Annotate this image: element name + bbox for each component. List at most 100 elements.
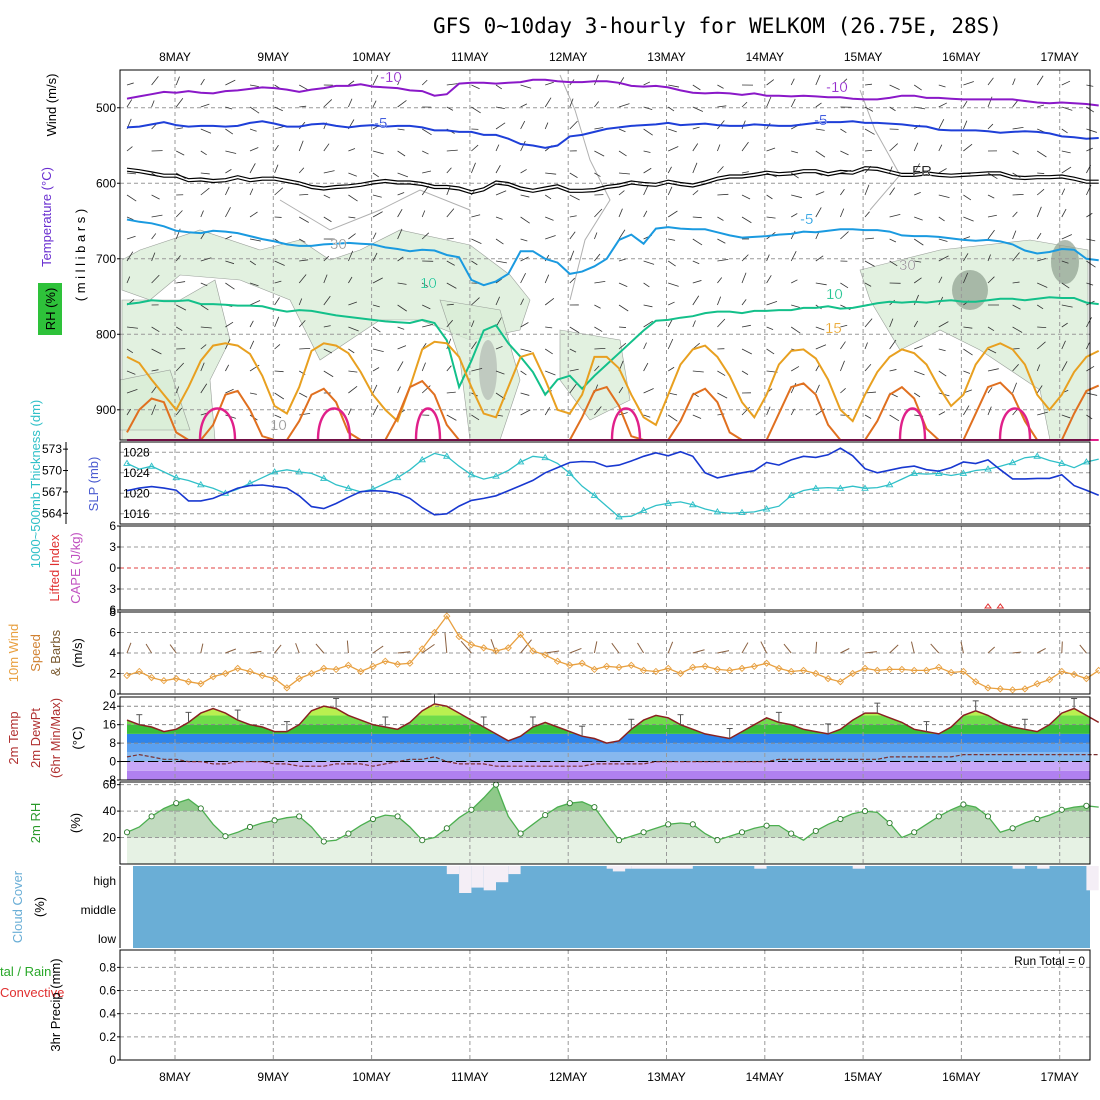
wind-barb [938, 168, 947, 174]
wind-barb [668, 238, 676, 241]
cloud-gap [616, 866, 632, 869]
wind-barb [348, 250, 354, 262]
wind-barb [422, 304, 431, 310]
wind-barb [200, 362, 205, 372]
wind-barb [298, 320, 306, 328]
wind-barb [249, 392, 257, 395]
axis-label: (%) [32, 897, 47, 917]
wind-barb [520, 238, 528, 242]
wind-barb [790, 98, 796, 108]
thickness-point [1082, 458, 1091, 465]
wind-barb [594, 208, 603, 218]
thickness-point [123, 459, 131, 466]
wind-barb [840, 341, 846, 350]
date-label-bottom: 15MAY [844, 1070, 882, 1084]
wind-barb [471, 144, 479, 152]
wind-barb [249, 650, 262, 654]
wind-border [119, 611, 1091, 695]
wind-barb [225, 260, 235, 265]
thickness-point [320, 474, 328, 481]
wind-barb [692, 260, 700, 265]
wind-barb [643, 184, 649, 196]
wind-barb [618, 229, 626, 240]
gray-isopleth [559, 74, 611, 301]
rh-point [148, 813, 155, 820]
wind-barb [741, 324, 751, 328]
rh-band [127, 837, 1090, 864]
wind-barb [938, 194, 950, 199]
wind-barb [1061, 414, 1071, 419]
thickness-point [984, 465, 992, 472]
wind-barb [569, 647, 582, 654]
wind-speed-point [885, 665, 894, 674]
wind-barb [348, 172, 357, 177]
wind-barb [717, 216, 724, 221]
rh-shade-dark [479, 340, 497, 400]
wind-barb [987, 276, 995, 284]
rh-point [984, 813, 992, 820]
wind-barb [815, 207, 822, 218]
wind-barb [569, 348, 577, 353]
wind-barb [169, 644, 177, 654]
isotherm-line [126, 379, 1100, 441]
isotherm-25 [198, 407, 237, 441]
wind-barb [274, 644, 282, 654]
date-label-top: 12MAY [549, 50, 587, 64]
wind-barb [176, 304, 187, 311]
wind-barb [1037, 326, 1047, 328]
temp-band [127, 752, 1090, 762]
wind-barb [889, 166, 893, 174]
y-tick-label: 6 [109, 626, 116, 640]
wind-barb [987, 387, 993, 394]
wind-barb [889, 260, 898, 267]
date-label-bottom: 13MAY [647, 1070, 685, 1084]
wind-barb [717, 84, 724, 89]
isotherm-25 [316, 407, 352, 441]
wind-barb [471, 414, 480, 421]
wind-barb [126, 146, 133, 152]
wind-barb [520, 273, 526, 284]
cloud-gap [852, 866, 865, 869]
wind-barb [421, 232, 430, 240]
wind-barb [667, 414, 678, 422]
wind-barb [618, 172, 630, 175]
rh-point [714, 837, 721, 844]
isotherm-25 [414, 407, 442, 441]
thickness-point [812, 484, 820, 491]
rh-point [689, 821, 696, 828]
wind-speed-point [344, 661, 353, 669]
date-label-top: 8MAY [159, 50, 191, 64]
wind-barb [1012, 651, 1022, 654]
thickness-point [566, 469, 574, 476]
wind-barb [1012, 126, 1024, 130]
wind-barb [200, 304, 209, 311]
cloud-level-label: low [98, 932, 116, 946]
wind-barb [200, 326, 212, 329]
wind-barb [126, 172, 136, 175]
wind-barb [938, 411, 946, 416]
cloud-gap [754, 866, 767, 869]
wind-barb [815, 150, 826, 158]
wind-barb [987, 348, 997, 354]
bottom-date-labels: 8MAY 9MAY 10MAY 11MAY 12MAY 13MAY 14MAY 15MAY 16… [159, 1070, 1079, 1084]
wind-speed-point [234, 664, 242, 673]
wind-barb [864, 651, 877, 654]
wind-barb [471, 297, 480, 306]
wind-barb [1012, 382, 1017, 394]
wind-barb [766, 79, 775, 86]
wind-barb [495, 260, 507, 264]
wind-barb [790, 408, 795, 416]
rh-point [886, 819, 893, 827]
thickness-point [787, 491, 795, 498]
wind-barb [594, 127, 604, 130]
wind-barb [963, 236, 971, 240]
wind-barb [446, 260, 455, 266]
date-label-top: 15MAY [844, 50, 882, 64]
thickness-point [910, 469, 918, 476]
cloud-level-label: middle [81, 903, 117, 917]
wind-barb [815, 74, 821, 86]
wind-barb [1061, 340, 1066, 350]
wind-barb [225, 128, 234, 135]
wind-speed-point [1082, 674, 1091, 683]
wind-barb [717, 193, 729, 196]
